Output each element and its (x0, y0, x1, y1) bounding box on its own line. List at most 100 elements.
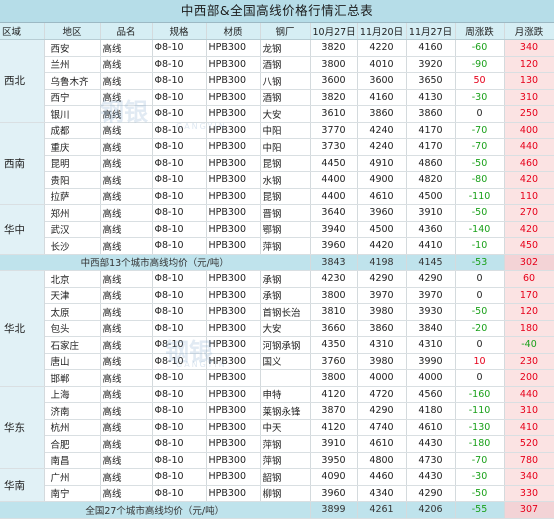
spec-cell: 高线 (100, 237, 153, 255)
table-row: 合肥 高线 Φ8-10 HPB300 萍钢 3910 4610 4430 -180 520 (0, 435, 554, 453)
table-row: 昆明 高线 Φ8-10 HPB300 昆钢 4450 4910 4860 -50 460 (0, 155, 554, 172)
spec-cell: 河钢承钢 (260, 336, 311, 354)
price-cell: 4290 (357, 270, 407, 288)
week-change-cell: -50 (455, 485, 505, 502)
spec-cell: 萍钢 (260, 435, 311, 453)
week-change-cell: 0 (455, 336, 505, 354)
table-row: 邯郸 高线 Φ8-10 HPB300 3800 4000 4000 0 200 (0, 369, 554, 387)
average-v3-cell: 4145 (406, 254, 456, 271)
average-week-cell: -55 (455, 501, 505, 519)
spec-cell: 水钢 (260, 171, 311, 189)
region-cell: 华东 (0, 386, 45, 469)
price-cell: 4000 (406, 369, 456, 387)
spec-cell: HPB300 (206, 155, 261, 172)
price-cell: 3650 (406, 72, 456, 90)
city-cell: 包头 (44, 320, 101, 337)
price-cell: 4610 (406, 419, 456, 436)
region-cell: 华中 (0, 204, 45, 255)
spec-cell: 高线 (100, 419, 153, 436)
month-change-cell: 110 (504, 188, 554, 205)
spec-cell: HPB300 (206, 336, 261, 354)
price-cell: 4160 (406, 39, 456, 57)
price-cell: 4000 (357, 369, 407, 387)
price-cell: 4410 (406, 237, 456, 255)
average-v1-cell: 3899 (310, 501, 358, 519)
spec-cell: HPB300 (206, 452, 261, 469)
spec-cell: 承钢 (260, 287, 311, 304)
city-cell: 杭州 (44, 419, 101, 436)
spec-cell: 中阳 (260, 122, 311, 139)
price-cell: 4290 (357, 402, 407, 420)
watermark-sub: GANGYIN (176, 122, 227, 131)
city-cell: 昆明 (44, 155, 101, 172)
table-row: 华中 郑州 高线 Φ8-10 HPB300 晋钢 3640 3960 3910 -50 270 (0, 204, 554, 255)
spec-cell: 鄂钢 (260, 221, 311, 238)
column-header: 品名 (100, 23, 153, 40)
month-change-cell: 120 (504, 303, 554, 321)
table-row: 华东 上海 高线 Φ8-10 HPB300 申特 4120 4720 4560 -160 440 (0, 386, 554, 469)
price-cell: 4240 (357, 138, 407, 156)
month-change-cell: 270 (504, 204, 554, 222)
spec-cell: Φ8-10 (152, 188, 207, 205)
spec-cell: 高线 (100, 452, 153, 469)
month-change-cell: 60 (504, 270, 554, 288)
spec-cell: HPB300 (206, 320, 261, 337)
table-row: 贵阳 高线 Φ8-10 HPB300 水钢 4400 4900 4820 -80 420 (0, 171, 554, 189)
month-change-cell: -40 (504, 336, 554, 354)
week-change-cell: -110 (455, 188, 505, 205)
spec-cell: 昆钢 (260, 188, 311, 205)
month-change-cell: 420 (504, 221, 554, 238)
price-cell: 3980 (357, 353, 407, 370)
city-cell: 长沙 (44, 237, 101, 255)
spec-cell: HPB300 (206, 221, 261, 238)
price-cell: 4500 (406, 188, 456, 205)
city-cell: 南昌 (44, 452, 101, 469)
price-cell: 4500 (357, 221, 407, 238)
spec-cell: 高线 (100, 138, 153, 156)
spec-cell: 高线 (100, 369, 153, 387)
table-row: 银川 高线 Φ8-10 HPB300 大安 3610 3860 3860 0 250 (0, 105, 554, 123)
price-cell: 4740 (357, 419, 407, 436)
average-label: 全国27个城市高线均价（元/吨） (0, 501, 311, 519)
column-header: 11月20日 (357, 23, 407, 40)
price-cell: 3970 (406, 287, 456, 304)
spec-cell: 高线 (100, 336, 153, 354)
month-change-cell: 440 (504, 138, 554, 156)
average-v2-cell: 4198 (357, 254, 407, 271)
header-row: 区域 地区 品名 规格 材质 钢厂 10月27日 11月20日 11月27日 周涨跌 月涨跌 (0, 23, 554, 40)
spec-cell: Φ8-10 (152, 221, 207, 238)
spec-cell: 高线 (100, 485, 153, 502)
price-cell: 3960 (310, 237, 358, 255)
spec-cell: 高线 (100, 386, 153, 403)
spec-cell: Φ8-10 (152, 320, 207, 337)
price-cell: 4120 (310, 419, 358, 436)
spec-cell: Φ8-10 (152, 204, 207, 222)
spec-cell: HPB300 (206, 303, 261, 321)
price-cell: 4130 (406, 89, 456, 106)
price-cell: 4170 (406, 138, 456, 156)
spec-cell: HPB300 (206, 56, 261, 73)
city-cell: 济南 (44, 402, 101, 420)
table-row: 济南 高线 Φ8-10 HPB300 莱钢永锋 3870 4290 4180 -110 310 (0, 402, 554, 420)
spec-cell: HPB300 (206, 204, 261, 222)
region-cell: 华南 (0, 468, 45, 502)
price-table: 区域 地区 品名 规格 材质 钢厂 10月27日 11月20日 11月27日 周涨跌 月涨跌 西北西… (0, 23, 554, 519)
spec-cell: 韶钢 (260, 468, 311, 486)
spec-cell: 高线 (100, 435, 153, 453)
city-cell: 贵阳 (44, 171, 101, 189)
spec-cell: HPB300 (206, 270, 261, 288)
price-cell: 4450 (310, 155, 358, 172)
spec-cell: 柳钢 (260, 485, 311, 502)
table-row: 杭州 高线 Φ8-10 HPB300 中天 4120 4740 4610 -130 410 (0, 419, 554, 436)
city-cell: 武汉 (44, 221, 101, 238)
week-change-cell: -50 (455, 303, 505, 321)
spec-cell: 高线 (100, 56, 153, 73)
spec-cell: Φ8-10 (152, 419, 207, 436)
spec-cell: 高线 (100, 353, 153, 370)
spec-cell (260, 369, 311, 387)
spec-cell: HPB300 (206, 353, 261, 370)
month-change-cell: 780 (504, 452, 554, 469)
price-cell: 4350 (310, 336, 358, 354)
spec-cell: 高线 (100, 204, 153, 222)
spec-cell: HPB300 (206, 435, 261, 453)
